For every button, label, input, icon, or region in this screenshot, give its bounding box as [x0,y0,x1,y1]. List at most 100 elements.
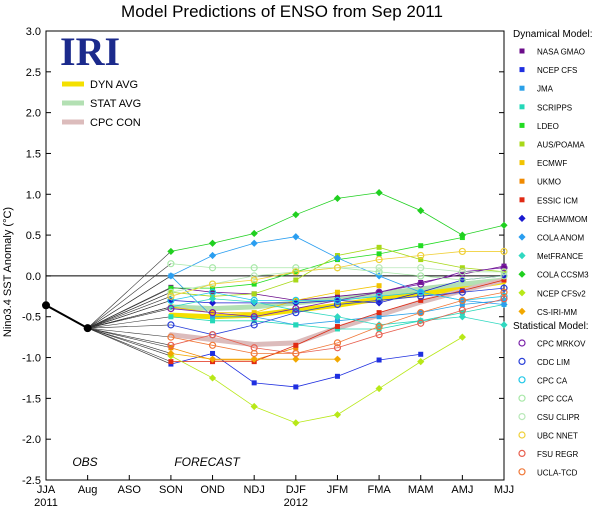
data-point-cpc-mrkov [292,304,300,313]
data-point-cpc-cca [417,272,425,280]
data-point-ldeo [418,243,424,249]
legend-label-ucla-tcd: UCLA-TCD [537,468,578,477]
data-point-cola-ccsm3 [167,247,175,256]
data-point-ucla-tcd [208,341,217,349]
data-point-cpc-ca [333,296,342,304]
data-point-cpc-cca [375,268,383,276]
data-point-essic-icm [376,310,382,316]
data-point-metfrance [208,295,217,303]
y-tick-label: 1.0 [26,189,41,201]
data-point-cdc-lim [458,288,466,296]
legend-label-cpc-con: CPC CON [90,117,141,129]
y-tick-label: -2.0 [22,434,41,446]
series-line-cpc-ca [170,291,505,301]
y-tick-label: -1.5 [22,393,41,405]
legend-marker-cola-anom [518,233,526,241]
data-point-cpc-ca [375,292,383,300]
legend-label-stat-avg: STAT AVG [90,98,141,110]
data-point-ncep-cfs [418,351,424,357]
legend-marker-ncep-cfsv2 [518,289,526,297]
data-point-fsu-regr [458,306,466,314]
data-point-ncep-cfs [334,373,340,379]
data-point-cpc-mrkov [500,264,508,272]
legend-label-ncep-cfsv2: NCEP CFSv2 [537,289,586,298]
data-point-ubc-nnet [417,251,425,260]
legend-label-ukmo: UKMO [537,178,561,187]
data-point-ncep-cfsv2 [417,358,425,366]
iri-logo: IRI [60,29,120,74]
data-point-fsu-regr [375,331,383,339]
chart-title: Model Predictions of ENSO from Sep 2011 [121,2,443,21]
legend-label-ncep-cfs: NCEP CFS [537,66,577,75]
legend-label-essic-icm: ESSIC ICM [537,196,578,205]
observed-point [42,301,50,310]
data-point-cpc-ca [167,296,175,304]
average-line-dyn-avg [168,279,507,320]
data-point-essic-icm [334,324,340,330]
legend-marker-ncep-cfs [519,67,525,73]
data-point-cdc-lim [375,296,383,304]
legend-label-aus-poama: AUS/POAMA [537,141,585,150]
y-tick-label: -1.0 [22,353,41,365]
data-point-csu-clipr [458,268,466,276]
data-point-metfrance [333,313,342,321]
obs-label: OBS [72,455,97,469]
data-point-ldeo [376,251,382,257]
data-point-cpc-ca [250,296,258,304]
x-tick-label: ASO [118,484,142,496]
data-point-cpc-cca [208,264,217,272]
data-point-ncep-cfsv2 [292,419,300,427]
data-point-ubc-nnet [292,268,300,276]
data-point-nasa-gmao [501,263,507,269]
data-point-cpc-ca [292,296,300,304]
series-layer [42,189,508,427]
data-point-ldeo [168,285,174,291]
data-point-cpc-ca [208,288,217,296]
data-point-ubc-nnet [167,292,175,300]
data-point-scripps [210,318,216,324]
data-point-cdc-lim [292,309,300,317]
legend-label-echam-mom: ECHAM/MOM [537,215,588,224]
legend-marker-scripps [519,104,525,110]
data-point-cs-iri-mm [167,349,175,358]
data-point-aus-poama [293,277,299,283]
legend-label-csu-clipr: CSU CLIPR [537,413,580,422]
y-tick-label: 0.0 [26,271,41,283]
x-tick-label: DJF [286,484,306,496]
data-point-ucla-tcd [167,333,175,341]
data-point-cpc-mrkov [167,304,175,313]
data-point-scripps [251,318,257,324]
legend-label-dyn-avg: DYN AVG [90,79,138,91]
x-tick-label: OND [200,484,225,496]
data-point-essic-icm [293,342,299,348]
data-point-ncep-cfs [251,380,257,386]
forecast-label: FORECAST [174,455,241,469]
data-point-cola-ccsm3 [500,221,508,229]
data-point-cola-ccsm3 [208,239,217,247]
x-tick-label: MAM [408,484,434,496]
legend-marker-cdc-lim [518,357,526,365]
year-label: 2011 [34,497,58,509]
connector-line [87,275,172,329]
legend-marker-ubc-nnet [518,431,526,439]
data-point-jma [334,318,340,324]
connector-line [87,296,172,329]
series-line-ubc-nnet [170,251,504,297]
observed-point [83,324,92,333]
data-point-csu-clipr [500,268,508,276]
data-point-cola-ccsm3 [292,211,300,219]
legend-label-cs-iri-mm: CS-IRI-MM [537,308,577,317]
connector-line [87,291,172,329]
connector-line [87,308,171,329]
connector-line [87,327,172,362]
model-legend: Dynamical Model: NASA GMAO NCEP CFS JMA SCRI… [513,29,592,477]
legend-label-metfrance: MetFRANCE [537,252,583,261]
data-point-ecmwf [251,310,257,316]
y-tick-label: 2.5 [26,67,41,79]
legend-label-jma: JMA [537,85,554,94]
legend-label-scripps: SCRIPPS [537,103,572,112]
data-point-jma [376,314,382,320]
data-point-cola-anom [500,300,508,309]
y-tick-label: 3.0 [26,26,41,38]
